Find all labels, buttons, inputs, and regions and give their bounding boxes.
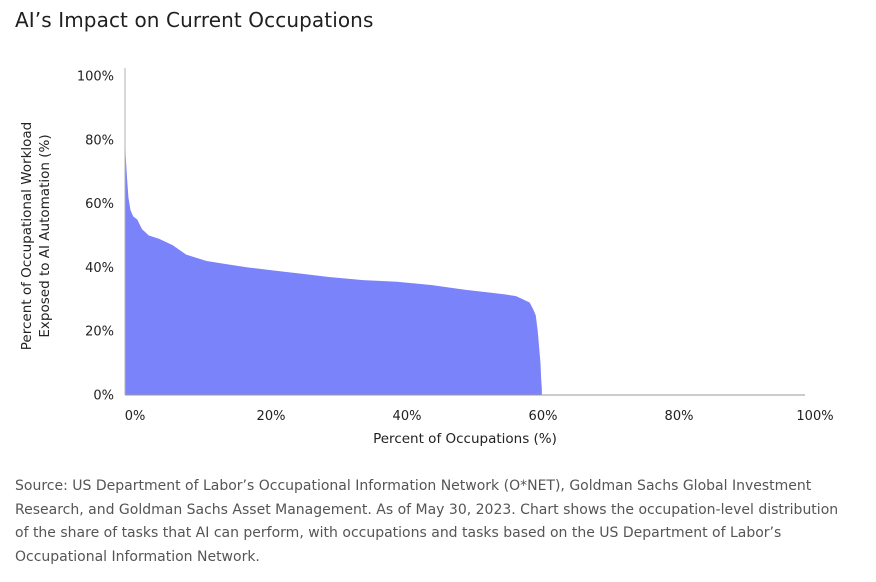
y-tick-label: 60% (85, 197, 114, 212)
y-axis-title-line: Percent of Occupational Workload (19, 122, 35, 350)
y-tick-label: 0% (93, 389, 114, 404)
x-axis-title: Percent of Occupations (%) (373, 431, 557, 447)
y-axis-title-line: Exposed to AI Automation (%) (37, 134, 53, 337)
axes-layer (124, 68, 805, 396)
x-tick-label: 60% (529, 409, 558, 424)
x-tick-label: 100% (796, 409, 833, 424)
y-tick-label: 80% (85, 133, 114, 148)
y-axis-title: Percent of Occupational Workload Exposed … (19, 122, 53, 350)
y-tick-label: 40% (85, 261, 114, 276)
x-tick-labels: 0% 20% 40% 60% 80% 100% (125, 409, 834, 424)
x-tick-label: 40% (393, 409, 422, 424)
x-tick-label: 80% (665, 409, 694, 424)
y-tick-labels: 0% 20% 40% 60% 80% 100% (77, 70, 114, 404)
area-series-0 (125, 123, 542, 395)
source-note: Source: US Department of Labor’s Occupat… (15, 478, 839, 565)
chart-title: AI’s Impact on Current Occupations (15, 8, 374, 32)
area-chart: Percent of Occupational Workload Exposed … (19, 68, 834, 447)
y-tick-label: 20% (85, 325, 114, 340)
area-layer (125, 123, 542, 395)
y-tick-label: 100% (77, 70, 114, 85)
x-tick-label: 20% (257, 409, 286, 424)
x-tick-label: 0% (125, 409, 146, 424)
